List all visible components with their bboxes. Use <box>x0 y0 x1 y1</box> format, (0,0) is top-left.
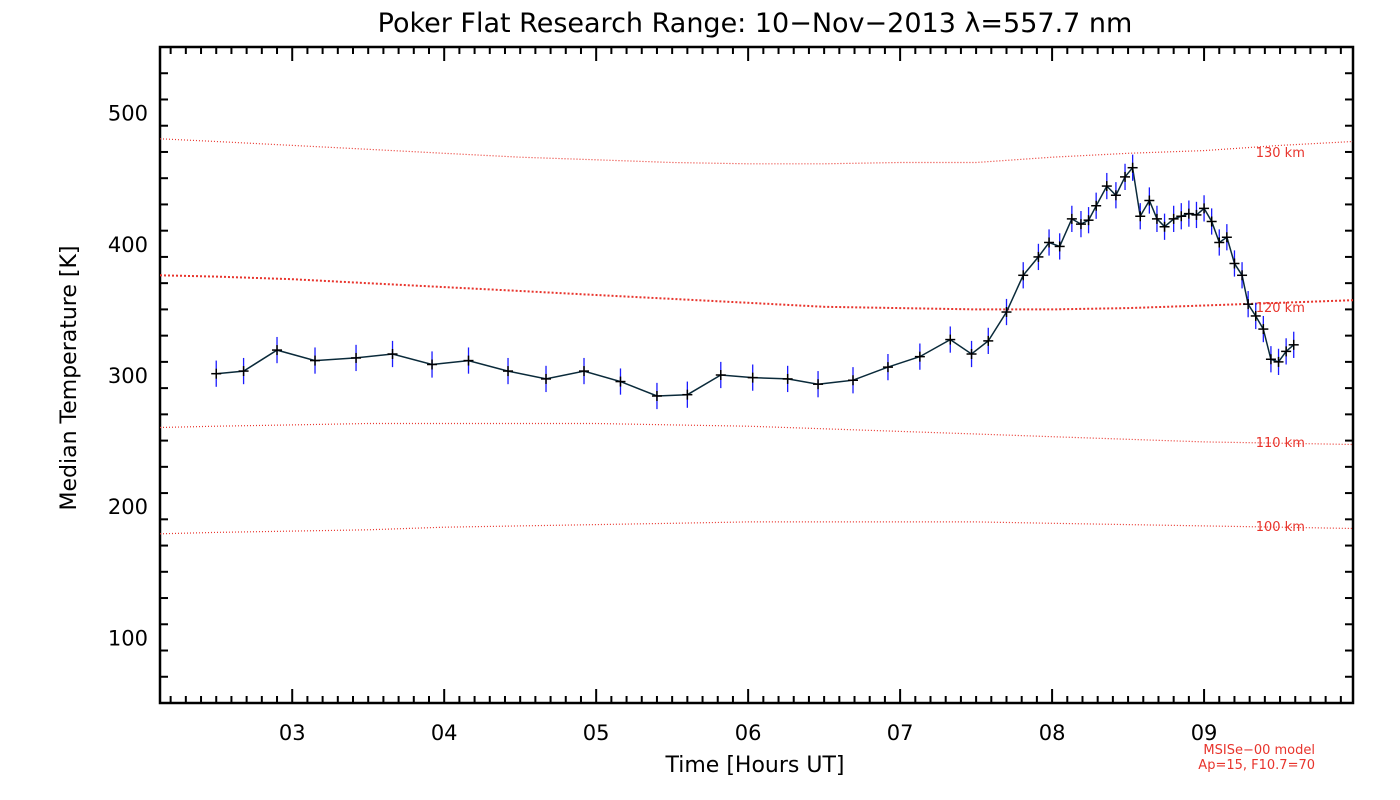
model-note-line1: MSISe−00 model <box>1203 743 1315 758</box>
x-tick-label: 07 <box>887 721 914 745</box>
x-tick-label: 05 <box>583 721 610 745</box>
model-curve-label: 130 km <box>1256 146 1305 161</box>
x-tick-label: 04 <box>431 721 458 745</box>
y-tick-label: 400 <box>108 233 148 257</box>
y-tick-label: 200 <box>108 495 148 519</box>
model-curve-110-km <box>159 422 1354 446</box>
model-curve-label: 120 km <box>1256 301 1305 316</box>
model-curve-100-km <box>159 521 1354 535</box>
x-axis-label: Time [Hours UT] <box>665 753 845 778</box>
chart-title: Poker Flat Research Range: 10−Nov−2013 λ… <box>378 8 1133 39</box>
x-tick-label: 03 <box>279 721 306 745</box>
plot-frame <box>158 45 1355 705</box>
model-curve-130-km <box>159 138 1354 165</box>
x-tick-label: 09 <box>1191 721 1218 745</box>
series-line <box>216 165 1295 397</box>
axis-ticks <box>160 46 1353 704</box>
y-tick-label: 500 <box>108 102 148 126</box>
axis-tick-labels: 03 04 05 06 07 08 09 100 200 300 400 500 <box>108 102 1218 745</box>
model-curves <box>159 138 1354 535</box>
x-tick-label: 06 <box>735 721 762 745</box>
model-curve-label: 110 km <box>1256 436 1305 451</box>
y-axis-label: Median Temperature [K] <box>57 246 82 511</box>
x-tick-label: 08 <box>1039 721 1066 745</box>
model-curve-labels: 130 km 120 km 110 km 100 km <box>1256 146 1305 535</box>
model-curve-label: 100 km <box>1256 520 1305 535</box>
model-note-line2: Ap=15, F10.7=70 <box>1198 758 1315 773</box>
y-tick-label: 300 <box>108 364 148 388</box>
y-tick-label: 100 <box>108 626 148 650</box>
temperature-series <box>211 154 1299 410</box>
model-curve-120-km <box>159 274 1354 311</box>
